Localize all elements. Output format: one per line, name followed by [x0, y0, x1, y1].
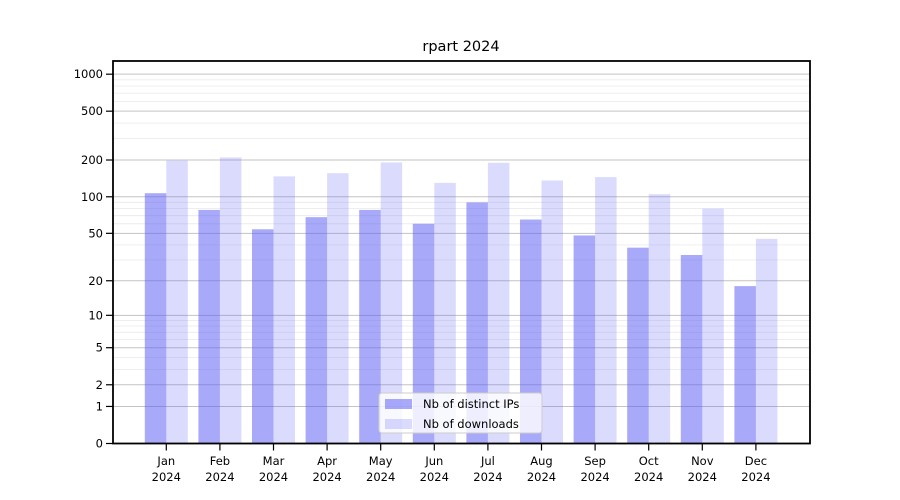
x-tick-label-month: Sep	[584, 454, 606, 468]
x-tick-label-month: Feb	[210, 454, 230, 468]
bar-distinct-ips-nov	[680, 254, 703, 444]
x-tick-label-month: Dec	[745, 454, 767, 468]
y-tick-label: 100	[81, 190, 103, 204]
bar-distinct-ips-mar	[252, 229, 274, 444]
y-tick-label: 1	[96, 399, 103, 413]
legend-swatch-downloads	[385, 419, 412, 429]
x-tick-label-year: 2024	[259, 470, 288, 484]
bar-distinct-ips-oct	[627, 247, 649, 444]
x-tick-label-month: Aug	[530, 454, 552, 468]
bar-distinct-ips-apr	[305, 217, 328, 444]
legend-label-downloads: Nb of downloads	[423, 417, 519, 431]
bar-downloads-jul	[487, 162, 510, 444]
bar-distinct-ips-sep	[573, 235, 596, 444]
x-tick-label-year: 2024	[312, 470, 341, 484]
y-tick-label: 1000	[74, 67, 103, 81]
x-tick-label-month: Jul	[480, 454, 495, 468]
bar-downloads-feb	[219, 157, 242, 444]
y-tick-label: 200	[81, 153, 103, 167]
y-tick-label: 500	[81, 104, 103, 118]
x-tick-label-year: 2024	[205, 470, 234, 484]
x-tick-label-month: May	[369, 454, 393, 468]
x-tick-label-year: 2024	[527, 470, 556, 484]
bar-downloads-oct	[648, 194, 671, 444]
x-tick-label-month: Nov	[691, 454, 714, 468]
x-tick-label-month: Mar	[263, 454, 285, 468]
bar-downloads-may	[380, 162, 403, 444]
y-tick-label: 10	[88, 308, 103, 322]
legend-label-distinct-ips: Nb of distinct IPs	[423, 397, 519, 411]
bar-downloads-jan	[166, 160, 188, 444]
bar-downloads-nov	[702, 208, 724, 444]
x-tick-label-month: Jun	[424, 454, 443, 468]
bar-downloads-dec	[755, 238, 778, 444]
x-tick-label-year: 2024	[473, 470, 502, 484]
plot-layers: 0 1 2 5 10 20 50 100 200 500 1000 Jan 2024 Feb 2024 Mar…	[74, 60, 811, 484]
x-tick-label-month: Apr	[317, 454, 337, 468]
legend: Nb of distinct IPs Nb of downloads	[378, 392, 543, 434]
bar-distinct-ips-feb	[198, 209, 220, 444]
legend-box	[378, 392, 543, 434]
bar-distinct-ips-aug	[520, 219, 542, 444]
x-tick-label-year: 2024	[741, 470, 770, 484]
bar-distinct-ips-may	[359, 209, 381, 444]
bar-downloads-sep	[595, 177, 617, 444]
y-tick-label: 0	[96, 437, 103, 451]
x-tick-label-year: 2024	[152, 470, 181, 484]
x-tick-label-month: Jan	[156, 454, 175, 468]
y-tick-label: 20	[88, 274, 103, 288]
x-tick-label-month: Oct	[639, 454, 659, 468]
bar-distinct-ips-jan	[144, 193, 167, 444]
bar-downloads-mar	[273, 176, 295, 444]
bar-downloads-jun	[434, 182, 456, 444]
x-tick-label-year: 2024	[580, 470, 609, 484]
x-tick-label-year: 2024	[420, 470, 449, 484]
x-tick-label-year: 2024	[688, 470, 717, 484]
x-tick-label-year: 2024	[366, 470, 395, 484]
chart-title: rpart 2024	[422, 39, 499, 55]
y-tick-label: 2	[96, 378, 103, 392]
legend-swatch-distinct-ips	[385, 399, 412, 409]
bar-downloads-aug	[541, 180, 563, 444]
bar-distinct-ips-jul	[466, 202, 488, 444]
bar-downloads-apr	[327, 173, 349, 444]
x-tick-label-year: 2024	[634, 470, 663, 484]
plot-border	[112, 60, 811, 445]
y-tick-label: 5	[96, 341, 103, 355]
y-tick-label: 50	[88, 226, 103, 240]
bar-distinct-ips-dec	[734, 286, 756, 444]
bar-distinct-ips-jun	[412, 223, 435, 444]
